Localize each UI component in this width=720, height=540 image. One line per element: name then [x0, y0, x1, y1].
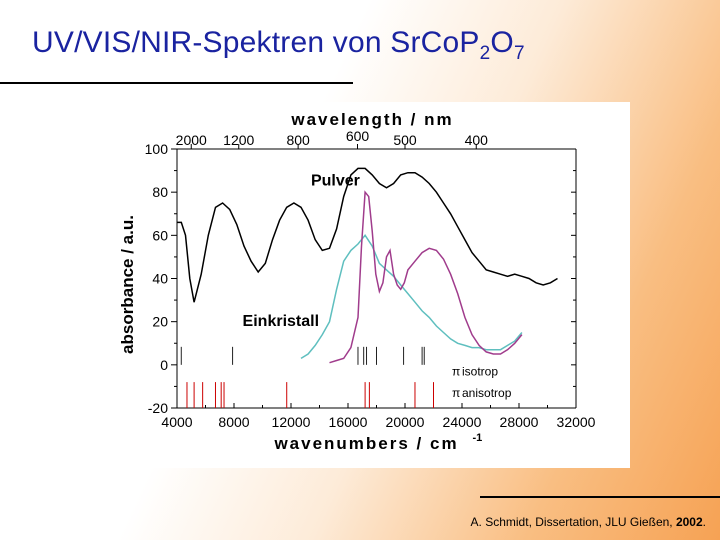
y-tick-label: 0	[160, 357, 168, 373]
isotrop-spectrum-line	[300, 234, 523, 360]
y-tick-label: -20	[148, 400, 168, 416]
citation-footer: A. Schmidt, Dissertation, JLU Gießen, 20…	[471, 515, 706, 529]
einkristall-annotation: Einkristall	[243, 313, 319, 330]
y-tick-label: 40	[152, 271, 168, 287]
top-tick-label: 1200	[223, 132, 254, 148]
x-tick-label: 8000	[218, 414, 249, 430]
top-tick-label: 400	[465, 132, 489, 148]
legend-anisotrop-label: anisotrop	[462, 386, 512, 400]
x-tick-label: 28000	[500, 414, 539, 430]
title-underline	[0, 82, 353, 84]
x-tick-label: 4000	[161, 414, 192, 430]
top-tick-label: 800	[286, 132, 310, 148]
top-tick-label: 600	[346, 128, 370, 144]
x-tick-label: 16000	[329, 414, 368, 430]
title-text: UV/VIS/NIR-Spektren von SrCoP	[32, 26, 480, 59]
slide-title: UV/VIS/NIR-Spektren von SrCoP2O7	[32, 26, 525, 65]
x-axis-label: wavenumbers / cm	[273, 434, 458, 453]
y-tick-label: 60	[152, 227, 168, 243]
x-tick-label: 12000	[272, 414, 311, 430]
title-subscript-2: 2	[479, 43, 491, 64]
legend-pi-symbol-anisotrop: π	[452, 386, 460, 400]
x-tick-label: 20000	[386, 414, 425, 430]
footer-rule	[480, 496, 720, 498]
y-tick-label: 20	[152, 314, 168, 330]
chart-panel: 4000 8000 12000 16000 20000 24000 28000 32000 -2…	[89, 102, 630, 468]
x-tick-label: 24000	[443, 414, 482, 430]
title-subscript-7: 7	[513, 43, 525, 64]
spectra-chart: 4000 8000 12000 16000 20000 24000 28000 32000-2…	[118, 110, 596, 453]
y-axis-label: absorbance / a.u.	[118, 215, 137, 354]
top-tick-label: 2000	[176, 132, 207, 148]
x-tick-label: 32000	[557, 414, 596, 430]
legend-isotrop-label: isotrop	[462, 365, 498, 379]
y-tick-label: 80	[152, 184, 168, 200]
pulver-annotation: Pulver	[311, 173, 360, 190]
citation-end: .	[702, 515, 706, 529]
y-tick-label: 100	[145, 141, 169, 157]
citation-text: A. Schmidt, Dissertation, JLU Gießen,	[470, 515, 676, 529]
legend-pi-symbol-isotrop: π	[452, 365, 460, 379]
anisotrop-spectrum-line	[329, 190, 523, 364]
title-text-o: O	[490, 26, 514, 59]
pulver-spectrum-line	[177, 167, 558, 303]
citation-year: 2002	[675, 515, 703, 529]
x-axis-label-superscript: -1	[473, 432, 483, 444]
top-axis-label: wavelength / nm	[290, 110, 453, 129]
top-tick-label: 500	[393, 132, 417, 148]
